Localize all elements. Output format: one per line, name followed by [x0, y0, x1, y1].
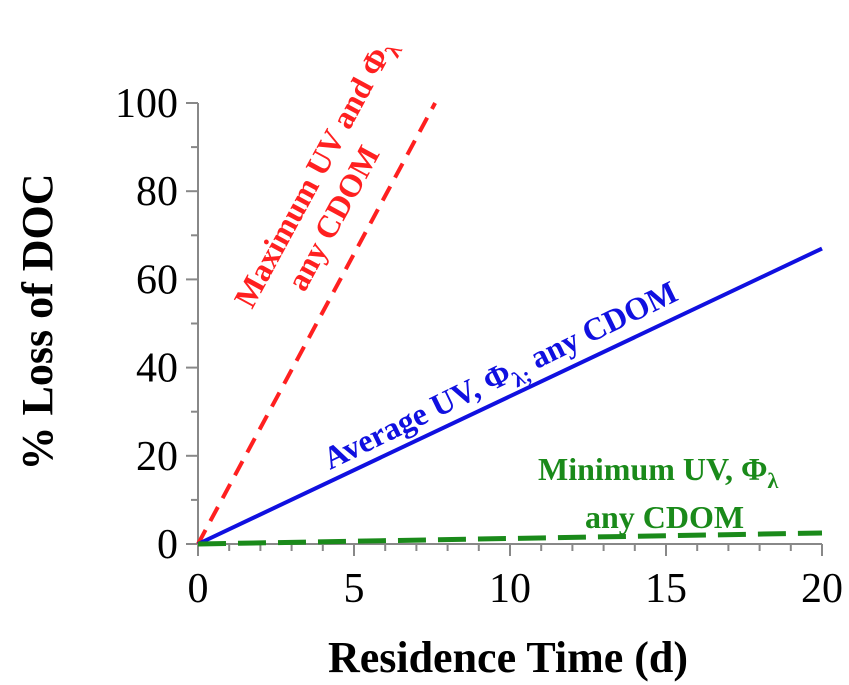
y-tick-label: 0	[157, 522, 178, 568]
x-tick-label: 0	[188, 566, 209, 612]
y-axis-title: % Loss of DOC	[13, 173, 62, 470]
y-tick-label: 80	[136, 169, 178, 215]
annotation-max: Maximum UV and Φλ any CDOM	[227, 25, 439, 332]
series-line-avg	[197, 246, 823, 546]
annotation-min: Minimum UV, Φλ any CDOM	[538, 451, 786, 535]
x-tick-label: 10	[489, 566, 531, 612]
series-line-min	[197, 530, 823, 547]
x-tick-label: 20	[801, 566, 843, 612]
y-tick-label: 100	[115, 81, 178, 127]
x-tick-label: 15	[645, 566, 687, 612]
axes: 0 20 40 60 80 100 0 5 10 15 20	[115, 81, 843, 612]
x-axis-title: Residence Time (d)	[328, 633, 688, 682]
annotation-min-line1: Minimum UV, Φλ	[538, 451, 779, 493]
y-tick-label: 60	[136, 257, 178, 303]
x-tick-label: 5	[344, 566, 365, 612]
series-layer	[196, 102, 823, 547]
annotation-min-line2: any CDOM	[585, 499, 744, 535]
series-line-max	[196, 102, 437, 545]
y-tick-label: 20	[136, 434, 178, 480]
y-tick-label: 40	[136, 346, 178, 392]
